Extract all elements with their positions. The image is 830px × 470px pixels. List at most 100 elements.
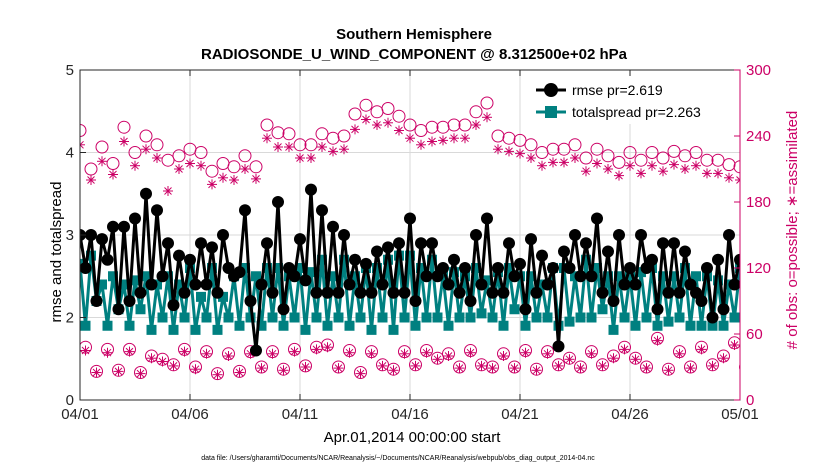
totalspread-point (531, 312, 542, 323)
assimilated-point (542, 348, 553, 359)
assimilated-point (344, 347, 355, 358)
y-right-tick-label-3: 180 (746, 194, 771, 211)
x-axis: 04/01 04/06 04/11 04/16 04/21 04/26 05/01 (61, 70, 759, 423)
totalspread-point (763, 308, 773, 318)
assimilated-point (295, 153, 305, 163)
rmse-point (338, 229, 350, 241)
rmse-point (470, 229, 482, 241)
rmse-point (547, 262, 559, 274)
totalspread-point (212, 324, 223, 335)
rmse-point (398, 286, 411, 299)
legend-rmse-label: rmse pr=2.619 (572, 82, 663, 98)
rmse-point (189, 278, 202, 291)
data-file-footnote: data file: /Users/gharamti/Documents/NCA… (201, 455, 595, 462)
y-right-tick-label-5: 300 (746, 62, 771, 79)
rmse-point (382, 241, 394, 254)
possible-point (337, 129, 351, 143)
assimilated-point (586, 348, 597, 359)
assimilated-point (619, 344, 630, 355)
totalspread-point (669, 271, 679, 282)
assimilated-point (399, 348, 410, 359)
assimilated-point (234, 367, 245, 378)
possible-point (425, 120, 439, 134)
possible-point (381, 102, 395, 115)
rmse-point (151, 204, 163, 217)
y-right-tick-label-2: 120 (746, 260, 771, 277)
possible-point (711, 153, 725, 167)
rmse-point (420, 270, 433, 283)
x-tick-label-2: 04/11 (282, 406, 318, 423)
totalspread-point (663, 316, 674, 327)
totalspread-point (487, 312, 498, 323)
totalspread-point (130, 275, 140, 286)
possible-point (392, 109, 406, 123)
totalspread-point (575, 312, 586, 323)
totalspread-point (823, 255, 830, 265)
totalspread-point (482, 275, 492, 286)
possible-point (689, 146, 703, 159)
possible-point (128, 146, 142, 159)
rmse-point (145, 278, 158, 291)
rmse-point (585, 270, 598, 283)
totalspread-point (97, 279, 107, 290)
rmse-point (316, 204, 328, 217)
rmse-point (250, 344, 262, 357)
assimilated-point (350, 124, 360, 135)
rmse-point (294, 233, 306, 246)
rmse-point (277, 303, 290, 316)
assimilated-point (471, 120, 481, 130)
assimilated-point (361, 114, 371, 125)
assimilated-point (498, 351, 509, 361)
assimilated-point (460, 133, 470, 144)
assimilated-point (487, 363, 498, 374)
possible-point (722, 158, 736, 172)
assimilated-point (454, 363, 465, 374)
rmse-point (646, 253, 658, 266)
totalspread-point (741, 313, 751, 323)
assimilated-point (504, 146, 514, 157)
totalspread-point (520, 320, 531, 331)
rmse-point (426, 237, 438, 250)
totalspread-point (311, 312, 322, 323)
possible-point (271, 126, 285, 140)
totalspread-point (388, 324, 399, 335)
totalspread-point (141, 271, 151, 282)
totalspread-point (685, 320, 696, 331)
totalspread-point (295, 263, 305, 273)
rmse-point (541, 278, 554, 291)
totalspread-point (696, 320, 707, 331)
totalspread-point (432, 312, 443, 323)
assimilated-point (218, 172, 228, 183)
totalspread-point (179, 312, 190, 323)
assimilated-point (548, 157, 558, 168)
rmse-point (822, 204, 830, 216)
rmse-point (767, 229, 779, 241)
rmse-point (184, 253, 196, 266)
assimilated-point (146, 353, 157, 364)
assimilated-point (685, 363, 696, 374)
rmse-point (272, 196, 284, 208)
possible-point (612, 155, 626, 169)
assimilated-point (141, 144, 151, 155)
assimilated-point (80, 345, 91, 356)
totalspread-point (476, 308, 487, 319)
totalspread-point (526, 271, 536, 282)
possible-point (172, 149, 186, 163)
assimilated-point (812, 168, 822, 178)
rmse-point (739, 306, 740, 312)
assimilated-point (652, 335, 663, 346)
assimilated-point (416, 139, 426, 150)
assimilated-point (482, 112, 492, 123)
assimilated-point (735, 175, 740, 185)
rmse-point (580, 237, 592, 250)
assimilated-point (262, 133, 272, 144)
y-axis-right-label: # of obs: o=possible; ∗=assimilated (784, 111, 801, 350)
x-axis-label: Apr.01,2014 00:00:00 start (324, 429, 502, 446)
totalspread-point (366, 324, 377, 335)
rmse-point (118, 220, 130, 233)
possible-point (80, 124, 87, 137)
rmse-point (332, 286, 345, 299)
x-tick-label-1: 04/06 (171, 406, 209, 423)
rmse-point (409, 295, 422, 307)
